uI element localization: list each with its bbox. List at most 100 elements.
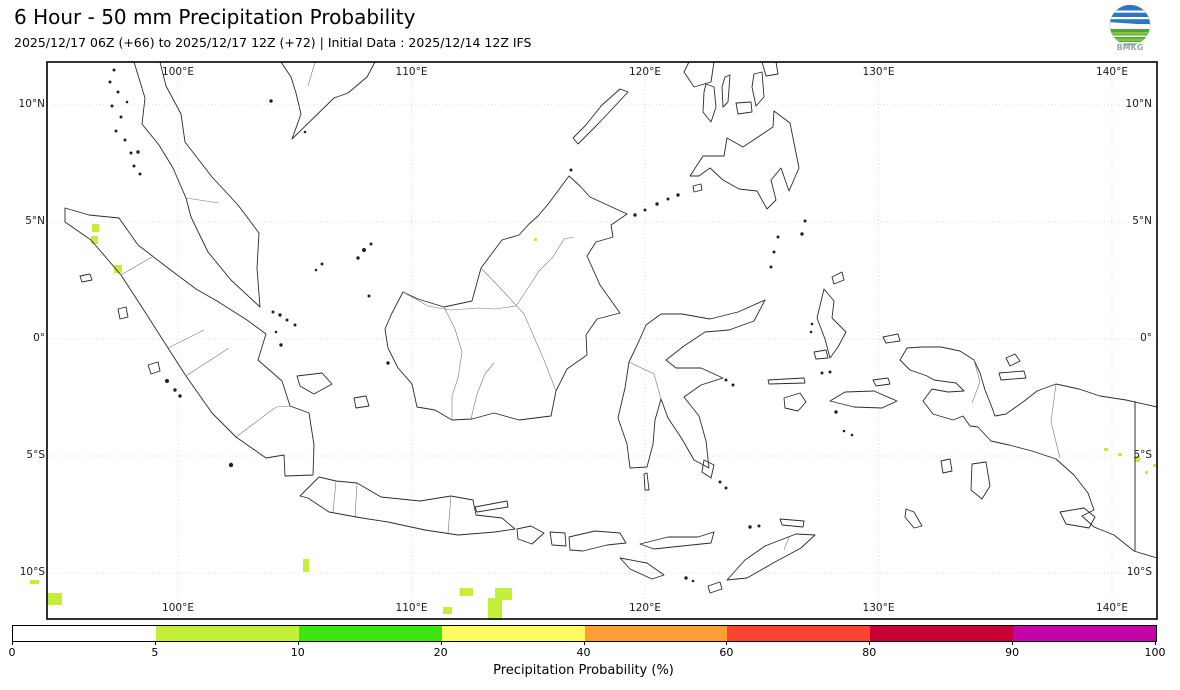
map-canvas	[30, 61, 1158, 620]
lon-label-bottom: 100°E	[162, 602, 194, 614]
leyte-coast	[751, 71, 765, 107]
madura-coast	[474, 500, 509, 513]
dolak-coast	[1059, 507, 1096, 529]
flores-coast	[639, 531, 715, 550]
halmahera-coast	[816, 288, 847, 359]
buru-coast	[783, 392, 807, 412]
colorbar-tick-label: 10	[290, 646, 305, 659]
cebu-coast	[721, 74, 731, 108]
gridlines	[47, 62, 1157, 619]
lat-label-left: 10°S	[19, 566, 45, 578]
yapen-coast	[998, 370, 1027, 381]
lon-label-top: 120°E	[629, 66, 661, 78]
wetar-coast	[779, 518, 805, 528]
mindanao-coast	[689, 110, 800, 210]
lat-label-left: 5°N	[25, 215, 45, 227]
bmkg-logo-text: BMKG	[1117, 43, 1144, 52]
admin-borders-layer	[120, 61, 1061, 551]
lat-label-right: 5°S	[1133, 449, 1152, 461]
lon-label-top: 110°E	[395, 66, 428, 78]
lon-label-top: 130°E	[862, 66, 895, 78]
colorbar-tick	[1155, 641, 1156, 645]
indochina-coast	[280, 61, 376, 140]
lombok-coast	[549, 531, 567, 547]
sulawesi-coast	[617, 299, 766, 469]
precip-patch	[1104, 448, 1108, 451]
lat-label-left: 10°N	[18, 98, 45, 110]
buton-coast	[701, 459, 715, 479]
colorbar-tick	[583, 641, 585, 645]
bangka-coast	[296, 372, 333, 395]
papua-coast	[899, 346, 1158, 559]
page-title: 6 Hour - 50 mm Precipitation Probability	[14, 5, 416, 29]
colorbar-title: Precipitation Probability (%)	[493, 663, 674, 678]
lat-label-right: 10°N	[1125, 98, 1152, 110]
forecast-period-subtitle: 2025/12/17 06Z (+66) to 2025/12/17 12Z (…	[14, 35, 532, 50]
sumbawa-coast	[568, 530, 627, 552]
colorbar-tick	[12, 641, 13, 645]
precipitation-layer	[30, 224, 1156, 620]
colorbar-tick-label: 20	[433, 646, 448, 659]
malay-peninsula-coast	[133, 61, 261, 308]
bmkg-logo: BMKG	[1106, 2, 1154, 54]
lat-label-left: 5°S	[26, 449, 45, 461]
lat-label-right: 10°S	[1126, 566, 1152, 578]
lon-label-top: 140°E	[1096, 66, 1128, 78]
kai-coast	[940, 458, 953, 474]
basilan-coast	[692, 183, 703, 193]
precip-patch	[443, 607, 452, 614]
colorbar-segment	[441, 626, 585, 641]
palawan-coast	[572, 88, 629, 145]
rote-coast	[707, 581, 723, 594]
lon-label-bottom: 110°E	[395, 602, 428, 614]
colorbar-segment	[584, 626, 728, 641]
colorbar-tick-label: 0	[8, 646, 16, 659]
lon-label-bottom: 140°E	[1096, 602, 1128, 614]
colorbar-tick-label: 100	[1144, 646, 1166, 659]
precip-patch	[495, 588, 512, 600]
lon-label-bottom: 130°E	[862, 602, 895, 614]
precip-patch	[92, 224, 99, 232]
precip-patch	[1118, 453, 1122, 456]
lon-label-top: 100°E	[162, 66, 194, 78]
colorbar-segment	[298, 626, 442, 641]
coastlines-layer	[64, 61, 1158, 594]
negros-coast	[702, 83, 717, 123]
bmkg-logo-graphic: BMKG	[1109, 4, 1151, 52]
bohol-coast	[735, 101, 753, 115]
colorbar-tick	[726, 641, 728, 645]
colorbar-tick	[440, 641, 442, 645]
colorbar-segment	[13, 626, 156, 641]
precip-patch	[303, 559, 309, 572]
lat-label-left: 0°	[33, 332, 45, 344]
panay-coast	[683, 61, 715, 88]
colorbar-tick-label: 40	[576, 646, 591, 659]
nias-coast	[117, 306, 129, 320]
colorbar-segment	[1013, 626, 1156, 641]
colorbar-tick-label: 90	[1005, 646, 1020, 659]
belitung-coast	[353, 395, 370, 409]
sula-coast	[767, 377, 806, 385]
morotai-coast	[831, 271, 845, 285]
bali-coast	[516, 525, 545, 545]
precip-patch	[1153, 464, 1156, 467]
precip-patch	[47, 593, 62, 605]
colorbar-segment	[870, 626, 1014, 641]
borneo-coast	[384, 175, 628, 421]
lat-label-right: 5°N	[1132, 215, 1152, 227]
sumatra-coast	[64, 207, 315, 477]
colorbar-tick	[869, 641, 871, 645]
colorbar-axis: 0 5 10 20 40 60 80 90 100	[8, 641, 1166, 663]
precip-patch	[460, 588, 473, 596]
timor-coast	[726, 533, 816, 581]
aru-coast	[970, 461, 991, 500]
samar-coast	[761, 61, 779, 77]
colorbar-tick	[297, 641, 299, 645]
colorbar-tick	[154, 641, 156, 645]
precip-patch	[488, 598, 502, 620]
map-area: 100°E 110°E 120°E 130°E 140°E 100°E 110°…	[14, 61, 1158, 620]
precip-patch	[1135, 456, 1140, 462]
tanimbar-coast	[904, 508, 923, 529]
lon-label-bottom: 120°E	[629, 602, 661, 614]
